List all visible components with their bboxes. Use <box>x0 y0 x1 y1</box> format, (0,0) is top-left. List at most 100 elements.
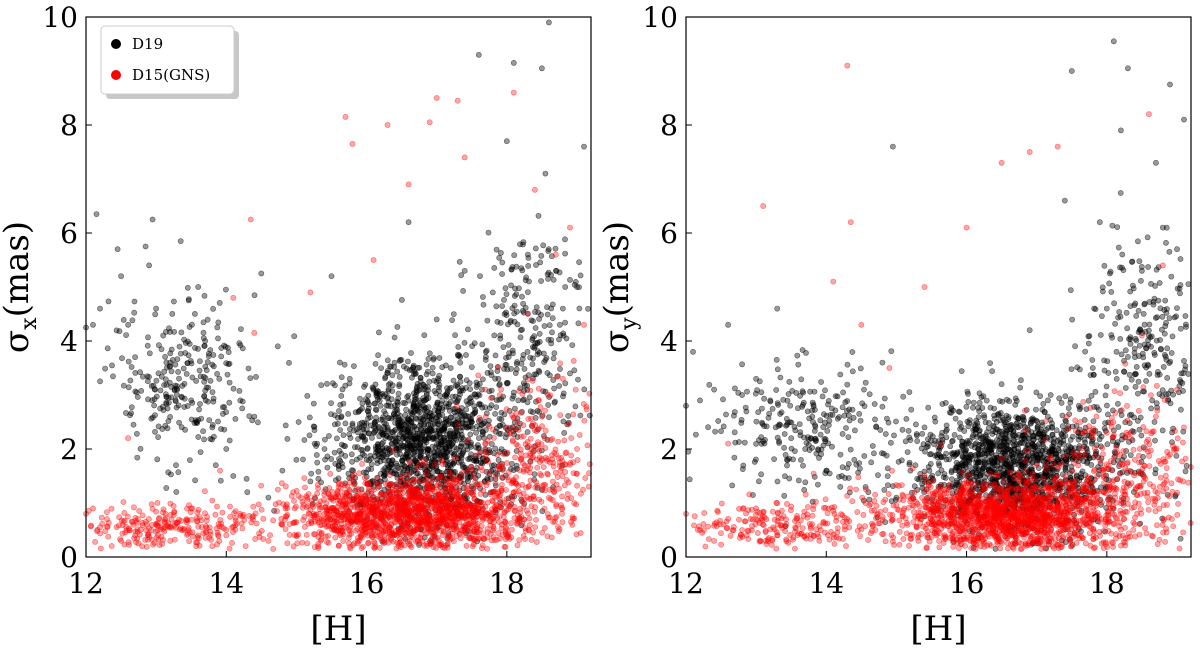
left-data-point <box>333 519 340 526</box>
left-data-point <box>536 397 542 404</box>
left-data-point <box>574 284 580 290</box>
left-data-point <box>489 489 496 496</box>
left-data-point <box>441 495 447 502</box>
left-data-point <box>567 224 573 231</box>
right-data-point <box>1018 377 1024 384</box>
left-data-point <box>501 519 508 526</box>
left-data-point <box>359 528 366 535</box>
left-data-point <box>304 496 311 503</box>
right-data-point <box>881 486 888 493</box>
left-data-point <box>477 490 484 497</box>
left-data-point <box>293 532 300 539</box>
left-data-point <box>177 238 184 244</box>
left-data-point <box>381 457 387 464</box>
left-data-point <box>407 418 414 425</box>
left-data-point <box>482 386 489 393</box>
left-data-point <box>118 273 124 280</box>
left-data-point <box>525 416 532 422</box>
left-data-point <box>355 408 362 415</box>
left-data-point <box>510 89 517 96</box>
left-data-point <box>502 285 509 292</box>
right-data-point <box>1067 399 1074 406</box>
left-data-point <box>576 305 583 312</box>
left-data-point <box>474 521 481 527</box>
left-data-point <box>194 509 201 516</box>
left-data-point <box>331 382 338 389</box>
left-data-point <box>506 468 512 475</box>
left-data-point <box>160 332 167 339</box>
left-data-point <box>409 439 416 446</box>
left-data-point <box>453 533 460 539</box>
left-data-point <box>174 386 181 393</box>
left-data-point <box>568 452 575 459</box>
left-data-point <box>532 245 539 252</box>
left-data-point <box>550 355 557 362</box>
right-data-point <box>885 482 891 488</box>
left-data-point <box>482 348 489 355</box>
left-data-point <box>526 394 533 401</box>
left-data-point <box>457 359 464 366</box>
left-data-point <box>511 310 518 317</box>
left-data-point <box>377 402 384 409</box>
left-data-point <box>300 456 306 463</box>
left-data-point <box>430 356 437 363</box>
left-data-point <box>172 361 179 368</box>
left-data-point <box>484 545 490 552</box>
left-data-point <box>400 500 407 507</box>
left-data-point <box>374 484 381 491</box>
left-data-point <box>392 487 398 494</box>
left-data-point <box>550 518 556 525</box>
left-data-point <box>336 408 342 414</box>
left-data-point <box>572 403 579 410</box>
left-data-point <box>380 439 386 446</box>
left-data-point <box>540 242 547 249</box>
left-data-point <box>496 396 503 403</box>
left-data-point <box>507 430 513 437</box>
legend-marker-d15 <box>111 70 121 80</box>
left-data-point <box>169 310 176 317</box>
left-data-point <box>342 420 349 427</box>
left-data-point <box>381 472 387 479</box>
left-data-point <box>188 516 195 523</box>
left-data-point <box>109 362 115 369</box>
left-data-point <box>400 399 407 406</box>
left-data-point <box>217 477 224 484</box>
left-data-point <box>134 454 141 461</box>
left-data-point <box>342 443 348 450</box>
left-data-point <box>97 305 103 312</box>
left-data-point <box>364 445 371 452</box>
left-data-point <box>152 311 159 318</box>
left-data-point <box>327 515 333 522</box>
left-data-point <box>436 492 443 498</box>
left-data-point <box>374 460 381 467</box>
right-data-point <box>958 368 965 374</box>
left-data-point <box>104 345 111 352</box>
left-data-point <box>577 272 584 279</box>
left-data-point <box>551 385 557 392</box>
left-data-point <box>581 143 587 150</box>
left-data-point <box>302 484 308 491</box>
left-data-point <box>475 51 482 58</box>
left-data-point <box>245 365 252 372</box>
left-data-point <box>492 375 499 382</box>
left-data-point <box>468 394 474 401</box>
left-data-point <box>461 523 468 530</box>
left-data-point <box>393 471 400 478</box>
left-data-point <box>490 515 497 522</box>
left-data-point <box>369 516 376 523</box>
left-data-point <box>304 392 311 399</box>
left-data-point <box>318 530 325 536</box>
left-data-point <box>385 497 392 504</box>
left-data-point <box>397 476 404 483</box>
left-data-point <box>108 505 115 512</box>
left-data-point <box>389 530 396 537</box>
left-data-point <box>438 542 445 548</box>
left-data-point <box>452 332 458 339</box>
left-data-point <box>384 122 391 128</box>
left-data-point <box>163 400 170 407</box>
left-data-point <box>516 537 523 543</box>
left-data-point <box>457 436 464 442</box>
left-data-point <box>396 357 403 364</box>
left-data-point <box>410 455 417 461</box>
left-data-point <box>423 469 430 476</box>
